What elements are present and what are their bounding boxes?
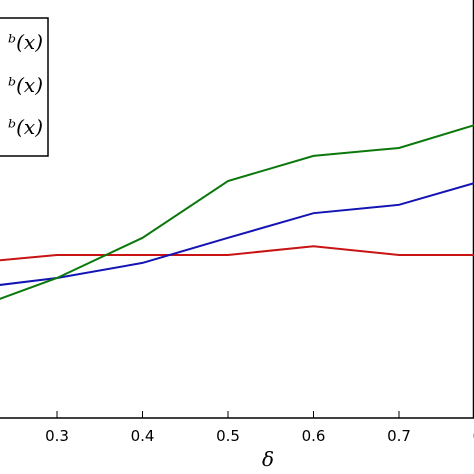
line-series [0,124,474,300]
legend: ᵇ(x) ᵇ(x) ᵇ(x) [0,17,49,157]
x-tick-label: 0.6 [302,427,326,445]
legend-label: ᵇ(x) [8,73,43,97]
x-tick-label: 0.7 [387,427,411,445]
x-tick-label: 0.8 [473,427,474,445]
x-tick-label: 0.3 [45,427,69,445]
x-tick-label: 0.4 [131,427,155,445]
legend-label: ᵇ(x) [8,30,43,54]
x-axis-label: δ [262,447,274,471]
x-tick-label: 0.5 [216,427,240,445]
legend-box [0,17,49,157]
line-series [0,245,474,262]
legend-label: ᵇ(x) [8,115,43,139]
